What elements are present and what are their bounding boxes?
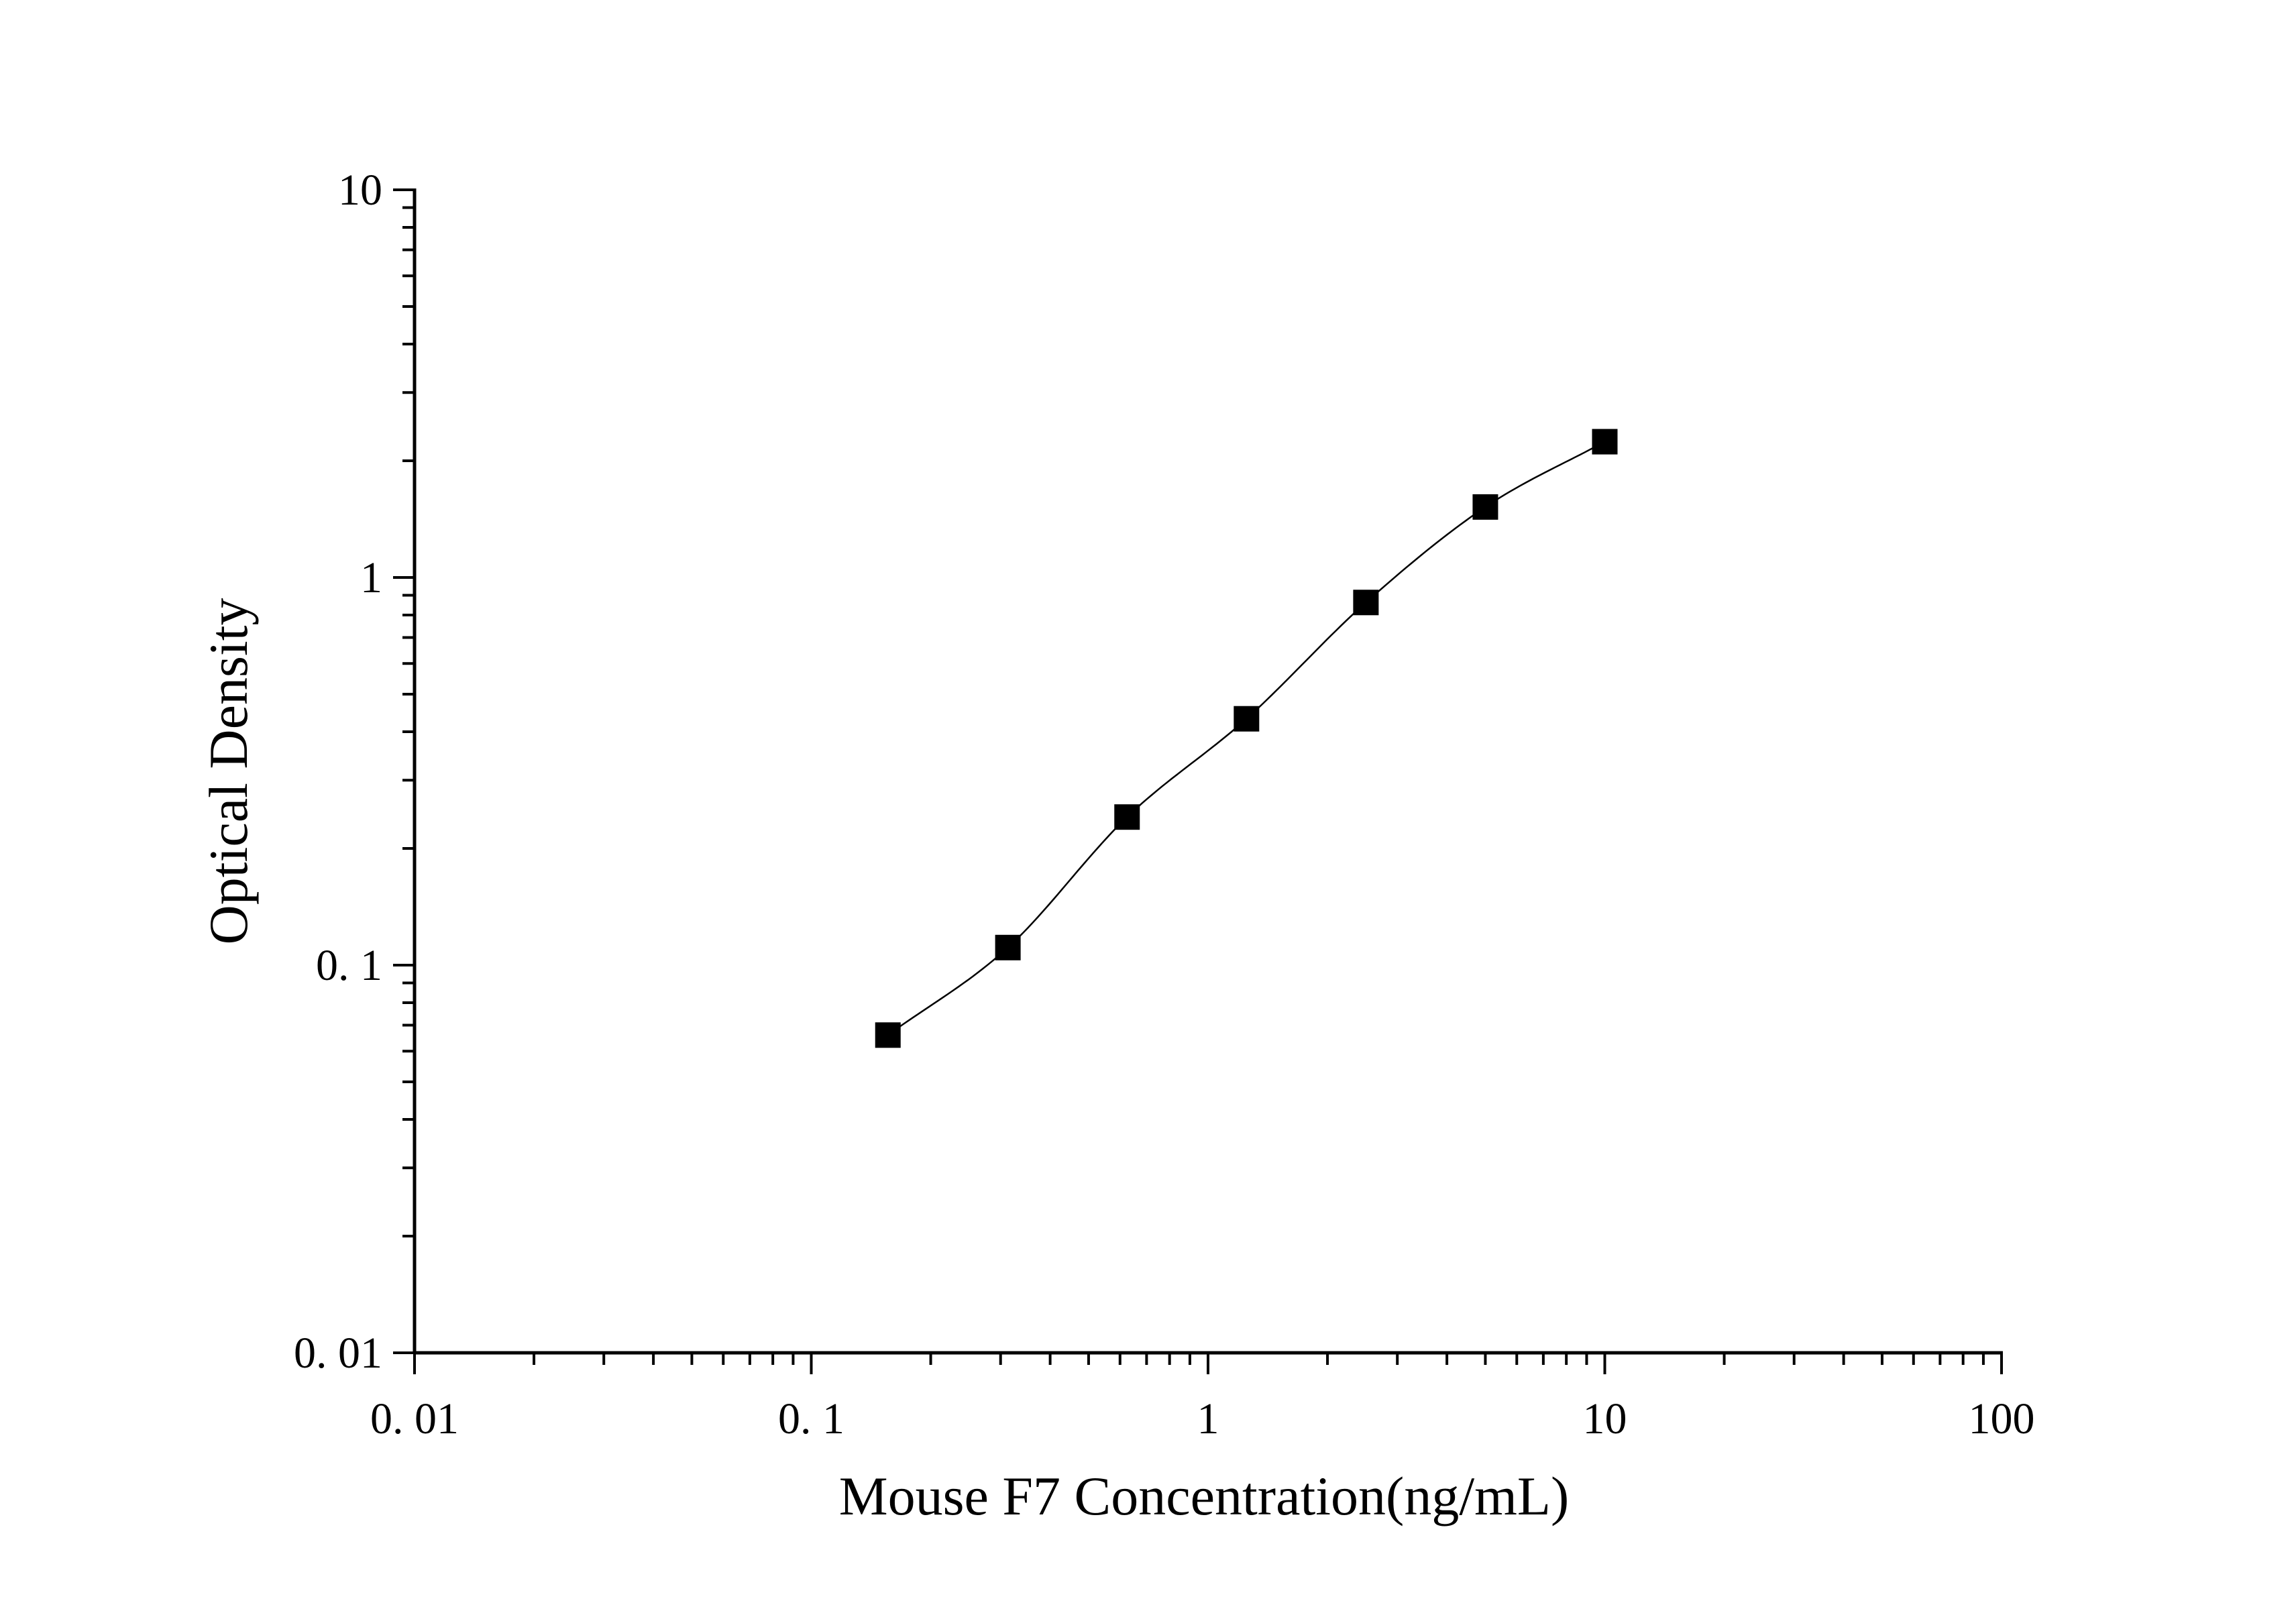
x-tick-label: 0. 01: [370, 1394, 459, 1443]
x-tick-label: 10: [1583, 1394, 1627, 1443]
y-axis-title: Optical Density: [198, 598, 259, 945]
y-tick-label: 0. 1: [316, 941, 382, 990]
data-point-marker: [1353, 590, 1379, 616]
data-point-marker: [1234, 706, 1260, 732]
x-axis-title: Mouse F7 Concentration(ng/mL): [839, 1465, 1570, 1527]
y-tick-label: 10: [338, 166, 382, 215]
tick-labels: 0. 01 0. 1 1 10 100 0. 01 0. 1 1 10: [294, 166, 2035, 1443]
data-point-marker: [1592, 429, 1618, 455]
data-point-marker: [1114, 804, 1140, 830]
axis-ticks: [393, 188, 2003, 1374]
x-tick-label: 100: [1969, 1394, 2035, 1443]
data-point-marker: [995, 934, 1021, 960]
x-tick-label: 1: [1197, 1394, 1219, 1443]
y-tick-label: 0. 01: [294, 1329, 382, 1378]
data-point-marker: [875, 1022, 901, 1048]
data-points: [875, 429, 1618, 1048]
y-tick-label: 1: [360, 553, 382, 602]
data-point-marker: [1472, 494, 1498, 520]
axes: [413, 188, 2003, 1355]
x-tick-label: 0. 1: [778, 1394, 844, 1443]
